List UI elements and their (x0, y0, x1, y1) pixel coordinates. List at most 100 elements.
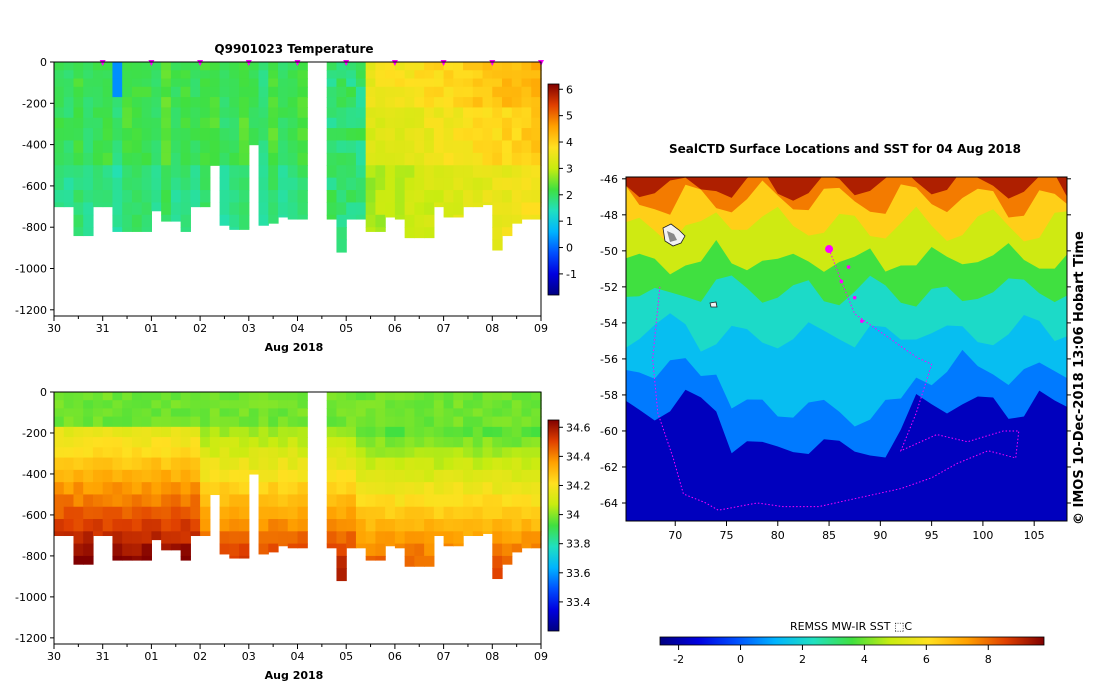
temperature-cell (346, 128, 357, 142)
salinity-cell (239, 531, 250, 545)
temperature-cell (424, 117, 435, 129)
temperature-cell (73, 177, 84, 191)
salinity-cell (443, 506, 454, 520)
salinity-cell (219, 437, 230, 448)
temperature-cell (180, 214, 191, 228)
salinity-cell (268, 469, 279, 483)
salinity-cell (161, 447, 172, 459)
salinity-cell (355, 519, 367, 532)
temperature-cell (141, 202, 152, 216)
temperature-cell (229, 190, 240, 204)
salinity-cell (190, 457, 201, 471)
salinity-cell (219, 447, 230, 459)
salinity-x-tick-label: 31 (96, 650, 110, 663)
temperature-cell (278, 117, 289, 129)
temperature-cell (112, 97, 123, 109)
temperature-cell (463, 190, 474, 204)
salinity-cell (414, 469, 425, 483)
temperature-cell (326, 107, 338, 119)
temperature-cell (511, 97, 523, 109)
salinity-cell (190, 494, 201, 508)
salinity-cell (463, 482, 474, 496)
salinity-cell (141, 457, 152, 471)
temperature-cell (278, 190, 289, 204)
temperature-cell (355, 117, 367, 129)
temperature-cell (141, 190, 152, 204)
temperature-cell (92, 86, 104, 98)
map-x-tick-label: 75 (720, 529, 734, 542)
salinity-cell (521, 437, 532, 448)
salinity-cell (297, 400, 308, 409)
temperature-cell (424, 97, 435, 109)
salinity-cell (112, 426, 123, 438)
temperature-cell (268, 97, 279, 109)
temperature-cell (521, 177, 532, 191)
temperature-cell (453, 97, 464, 109)
salinity-cell (180, 416, 191, 428)
salinity-cell (502, 426, 513, 438)
temperature-cell (404, 152, 415, 166)
salinity-cell (248, 469, 260, 475)
temperature-cell (355, 107, 367, 119)
temperature-cell (248, 107, 260, 119)
salinity-cell (404, 392, 415, 401)
temperature-cell (287, 177, 299, 191)
salinity-cell (219, 531, 230, 545)
temperature-cell (151, 70, 162, 80)
temperature-cell (336, 227, 347, 241)
salinity-cell (112, 400, 123, 409)
temperature-cell (453, 202, 464, 216)
salinity-cell (73, 416, 84, 428)
salinity-cell (336, 543, 347, 557)
temperature-cell (394, 214, 406, 220)
temperature-cell (394, 128, 406, 142)
temperature-cell (268, 177, 279, 191)
temperature-cell (180, 78, 191, 88)
temperature-cell (268, 214, 279, 224)
salinity-cell (248, 447, 260, 459)
temperature-cell (394, 152, 406, 166)
salinity-cell (122, 447, 133, 459)
salinity-cell (200, 457, 211, 471)
salinity-cell (239, 469, 250, 483)
salinity-cell (170, 531, 182, 545)
salinity-cell (131, 519, 143, 532)
temperature-cell (326, 202, 338, 216)
salinity-cell (375, 494, 386, 508)
salinity-cell (326, 506, 338, 520)
salinity-cell (414, 543, 425, 557)
salinity-cell (443, 482, 454, 496)
temperature-cell (453, 107, 464, 119)
temperature-cell (414, 165, 425, 179)
salinity-cell (229, 437, 240, 448)
temperature-cell (365, 202, 377, 216)
salinity-cell (346, 494, 357, 508)
temperature-cell (443, 86, 454, 98)
temperature-cell (433, 165, 445, 179)
temperature-cell (531, 70, 542, 80)
temperature-cell (268, 190, 279, 204)
salinity-cell (531, 408, 542, 418)
salinity-cell (511, 447, 523, 459)
temperature-cell (131, 177, 143, 191)
salinity-cell (472, 519, 484, 532)
salinity-cell (239, 416, 250, 428)
salinity-cell (355, 494, 367, 508)
salinity-cell (404, 426, 415, 438)
salinity-cell (229, 531, 240, 545)
salinity-cell (161, 400, 172, 409)
temperature-cell (54, 78, 65, 88)
salinity-cell (463, 506, 474, 520)
temperature-cell (326, 97, 338, 109)
salinity-cell (492, 426, 503, 438)
salinity-cell (63, 416, 75, 428)
salinity-cell (141, 494, 152, 508)
salinity-cell (511, 416, 523, 428)
temperature-cell (278, 214, 289, 218)
temperature-cell (102, 107, 114, 119)
salinity-cell (375, 519, 386, 532)
temperature-cell (482, 177, 493, 191)
salinity-cell (200, 437, 211, 448)
salinity-cell (414, 531, 425, 545)
salinity-cell (200, 494, 211, 508)
